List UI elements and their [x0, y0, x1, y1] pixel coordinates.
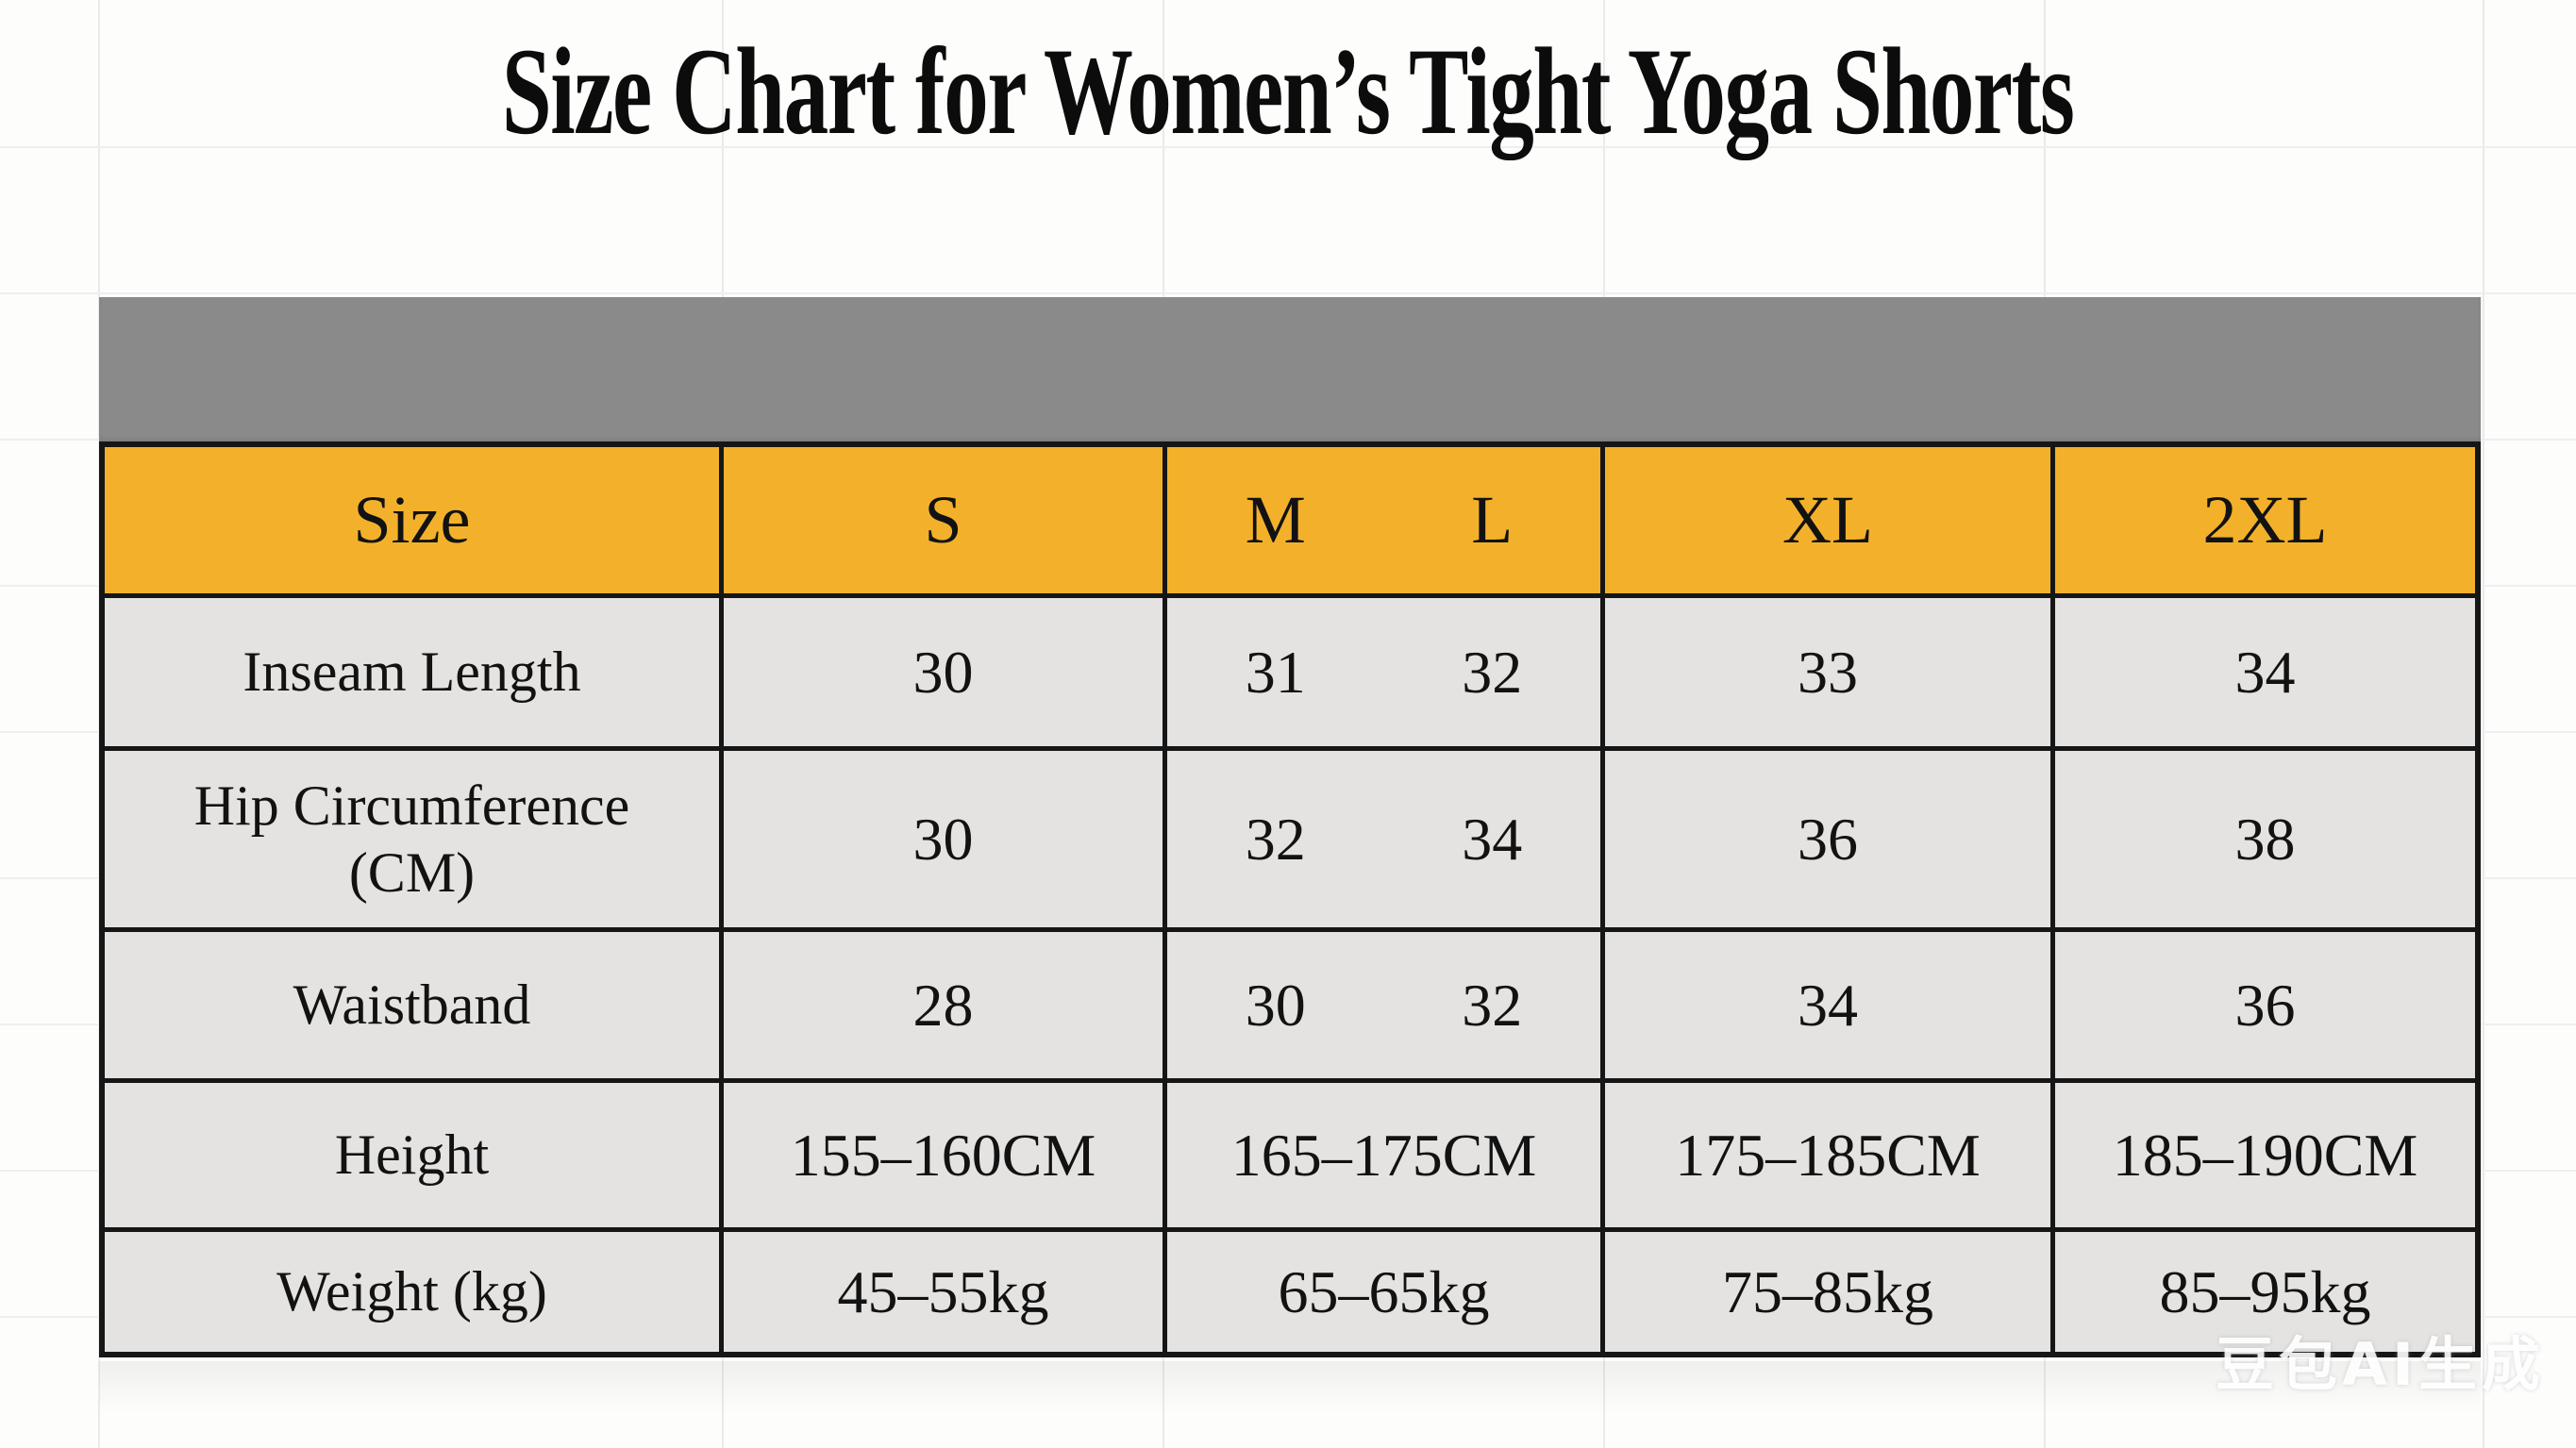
table-row-height: Height 155–160CM 165–175CM 175–185CM 185… [105, 1083, 2475, 1232]
cell-xl: 36 [1605, 751, 2055, 927]
row-label: Weight (kg) [105, 1232, 724, 1352]
cell-2xl: 85–95kg [2159, 1257, 2371, 1325]
header-cell-s: S [724, 447, 1167, 593]
cell-2xl: 38 [2234, 805, 2296, 873]
ai-watermark: 豆包AI生成 [2216, 1330, 2546, 1399]
cell-m: 31 [1245, 638, 1306, 706]
header-cell-m-l: M L [1167, 447, 1605, 593]
table-row-hip-circumference: Hip Circumference (CM) 30 32 34 36 38 [105, 751, 2475, 932]
page-title: Size Chart for Women’s Tight Yoga Shorts [502, 22, 2075, 160]
cell-s: 30 [724, 598, 1167, 746]
cell-m-l: 30 32 [1167, 932, 1605, 1078]
cell-2xl: 34 [2234, 638, 2296, 706]
cell-m-l: 32 34 [1167, 751, 1605, 927]
cell-xl: 34 [1605, 932, 2055, 1078]
table-row-waistband: Waistband 28 30 32 34 36 [105, 932, 2475, 1083]
cell-m-l: 31 32 [1167, 598, 1605, 746]
table-body: Size S M L XL 2XL Inseam Length 30 31 32… [99, 441, 2481, 1357]
table-row-weight: Weight (kg) 45–55kg 65–65kg 75–85kg 85–9… [105, 1232, 2475, 1352]
cell-2xl: 36 [2234, 971, 2296, 1039]
cell-m-l-merged: 165–175CM [1167, 1083, 1605, 1227]
page-title-wrap: Size Chart for Women’s Tight Yoga Shorts [0, 19, 2576, 163]
row-label: Height [105, 1083, 724, 1227]
header-cell-xl: XL [1605, 447, 2055, 593]
cell-l: 34 [1462, 805, 1523, 873]
table-bottom-shadow [99, 1361, 2481, 1413]
grid-line [2483, 0, 2484, 1448]
cell-m: 32 [1245, 805, 1306, 873]
cell-m: 30 [1245, 971, 1306, 1039]
cell-s: 30 [724, 751, 1167, 927]
header-row: Size S M L XL 2XL [105, 447, 2475, 598]
cell-m-l-merged: 65–65kg [1167, 1232, 1605, 1352]
table-row-inseam-length: Inseam Length 30 31 32 33 34 [105, 598, 2475, 751]
row-label: Hip Circumference (CM) [105, 751, 724, 927]
header-cell-size: Size [105, 447, 724, 593]
cell-xl: 75–85kg [1605, 1232, 2055, 1352]
grid-line [0, 146, 2576, 148]
cell-xl: 175–185CM [1605, 1083, 2055, 1227]
grid-line [0, 292, 2576, 294]
header-label-l: L [1471, 482, 1514, 558]
header-cell-2xl: 2XL [2202, 482, 2328, 558]
cell-xl: 33 [1605, 598, 2055, 746]
cell-2xl: 185–190CM [2112, 1121, 2418, 1189]
cell-l: 32 [1462, 971, 1523, 1039]
gray-banner-row [99, 297, 2481, 441]
cell-l: 32 [1462, 638, 1523, 706]
cell-s: 155–160CM [724, 1083, 1167, 1227]
size-chart-table: Size S M L XL 2XL Inseam Length 30 31 32… [99, 297, 2481, 1357]
header-label-m: M [1245, 482, 1306, 558]
cell-s: 28 [724, 932, 1167, 1078]
cell-s: 45–55kg [724, 1232, 1167, 1352]
row-label: Inseam Length [105, 598, 724, 746]
row-label: Waistband [105, 932, 724, 1078]
